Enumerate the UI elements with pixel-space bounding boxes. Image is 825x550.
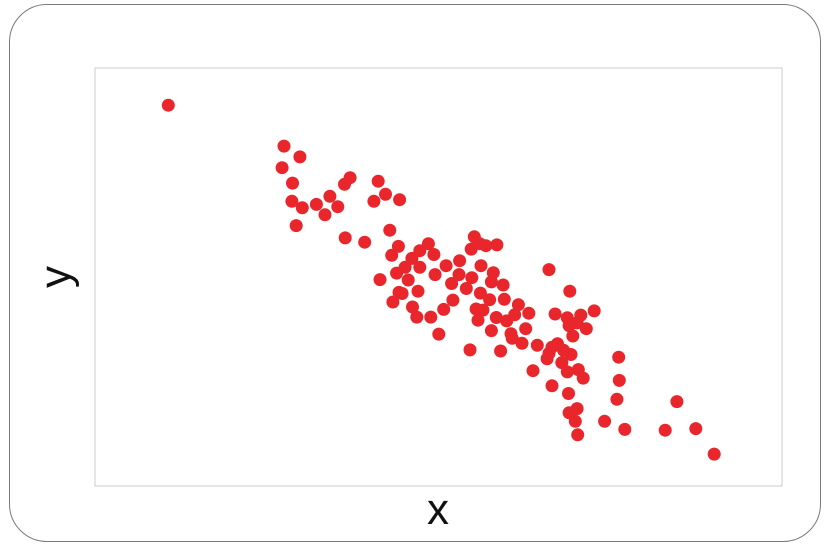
- data-point: [338, 231, 352, 245]
- data-point: [411, 284, 425, 298]
- data-point: [393, 193, 407, 207]
- data-point: [452, 268, 466, 282]
- data-point: [670, 395, 684, 409]
- data-point: [707, 447, 721, 461]
- data-point: [428, 268, 442, 282]
- data-point: [489, 311, 503, 324]
- data-point: [161, 98, 175, 112]
- data-point: [277, 139, 291, 153]
- data-point: [318, 208, 332, 222]
- data-point: [526, 364, 540, 378]
- data-point: [446, 293, 460, 307]
- data-point: [579, 322, 593, 336]
- data-point: [689, 422, 703, 436]
- data-point: [432, 327, 446, 341]
- data-point: [323, 189, 337, 203]
- data-point: [511, 298, 525, 312]
- data-point: [612, 350, 626, 364]
- data-points: [161, 98, 721, 461]
- data-point: [275, 161, 289, 175]
- data-point: [574, 308, 588, 322]
- y-axis-label: y: [31, 266, 80, 288]
- data-point: [437, 302, 451, 316]
- data-point: [371, 174, 385, 188]
- data-point: [453, 254, 467, 268]
- data-point: [519, 322, 533, 336]
- data-point: [413, 244, 427, 258]
- data-point: [474, 259, 488, 273]
- data-point: [479, 239, 493, 253]
- data-point: [570, 402, 584, 416]
- data-point: [612, 373, 626, 387]
- data-point: [309, 197, 323, 211]
- data-point: [560, 311, 574, 325]
- data-point: [439, 259, 453, 273]
- data-point: [530, 338, 544, 352]
- data-point: [508, 308, 522, 322]
- data-point: [285, 194, 299, 208]
- data-point: [587, 304, 601, 318]
- data-point: [568, 414, 582, 428]
- data-point: [484, 324, 498, 338]
- data-point: [445, 277, 459, 290]
- data-point: [424, 310, 438, 324]
- data-point: [410, 310, 424, 324]
- data-point: [343, 171, 357, 185]
- data-point: [522, 306, 536, 320]
- data-point: [383, 223, 397, 237]
- data-point: [289, 219, 303, 233]
- data-point: [391, 239, 405, 253]
- data-point: [562, 387, 575, 400]
- data-point: [473, 286, 487, 300]
- data-point: [386, 295, 400, 309]
- data-point: [610, 392, 624, 406]
- data-point: [505, 331, 519, 345]
- data-point: [497, 292, 511, 306]
- data-point: [560, 365, 574, 379]
- data-point: [545, 379, 559, 393]
- data-point: [331, 200, 345, 214]
- data-point: [401, 273, 415, 287]
- data-point: [563, 284, 577, 298]
- data-point: [486, 266, 500, 280]
- data-point: [385, 248, 399, 262]
- data-point: [571, 428, 585, 442]
- data-point: [618, 422, 632, 436]
- data-point: [476, 303, 490, 317]
- data-point: [542, 263, 556, 277]
- data-point: [421, 237, 435, 251]
- data-point: [576, 371, 590, 385]
- data-point: [465, 271, 479, 285]
- data-point: [566, 329, 580, 343]
- data-point: [490, 238, 504, 252]
- data-point: [406, 300, 419, 314]
- data-point: [494, 344, 508, 358]
- data-point: [598, 414, 612, 428]
- data-point: [459, 282, 473, 295]
- data-point: [358, 235, 372, 249]
- data-point: [367, 194, 381, 208]
- data-point: [379, 187, 392, 201]
- data-point: [515, 336, 529, 350]
- data-point: [286, 176, 299, 190]
- x-axis-label: x: [427, 485, 449, 534]
- data-point: [395, 287, 409, 300]
- data-point: [496, 278, 510, 292]
- data-point: [463, 343, 477, 357]
- data-point: [548, 307, 562, 321]
- data-point: [658, 423, 672, 437]
- data-point: [471, 313, 485, 327]
- data-point: [295, 201, 309, 215]
- data-point: [564, 348, 578, 361]
- data-point: [483, 293, 497, 307]
- data-point: [398, 260, 412, 274]
- data-point: [293, 150, 307, 164]
- data-point: [427, 248, 441, 261]
- data-point: [413, 260, 427, 274]
- data-point: [373, 273, 387, 287]
